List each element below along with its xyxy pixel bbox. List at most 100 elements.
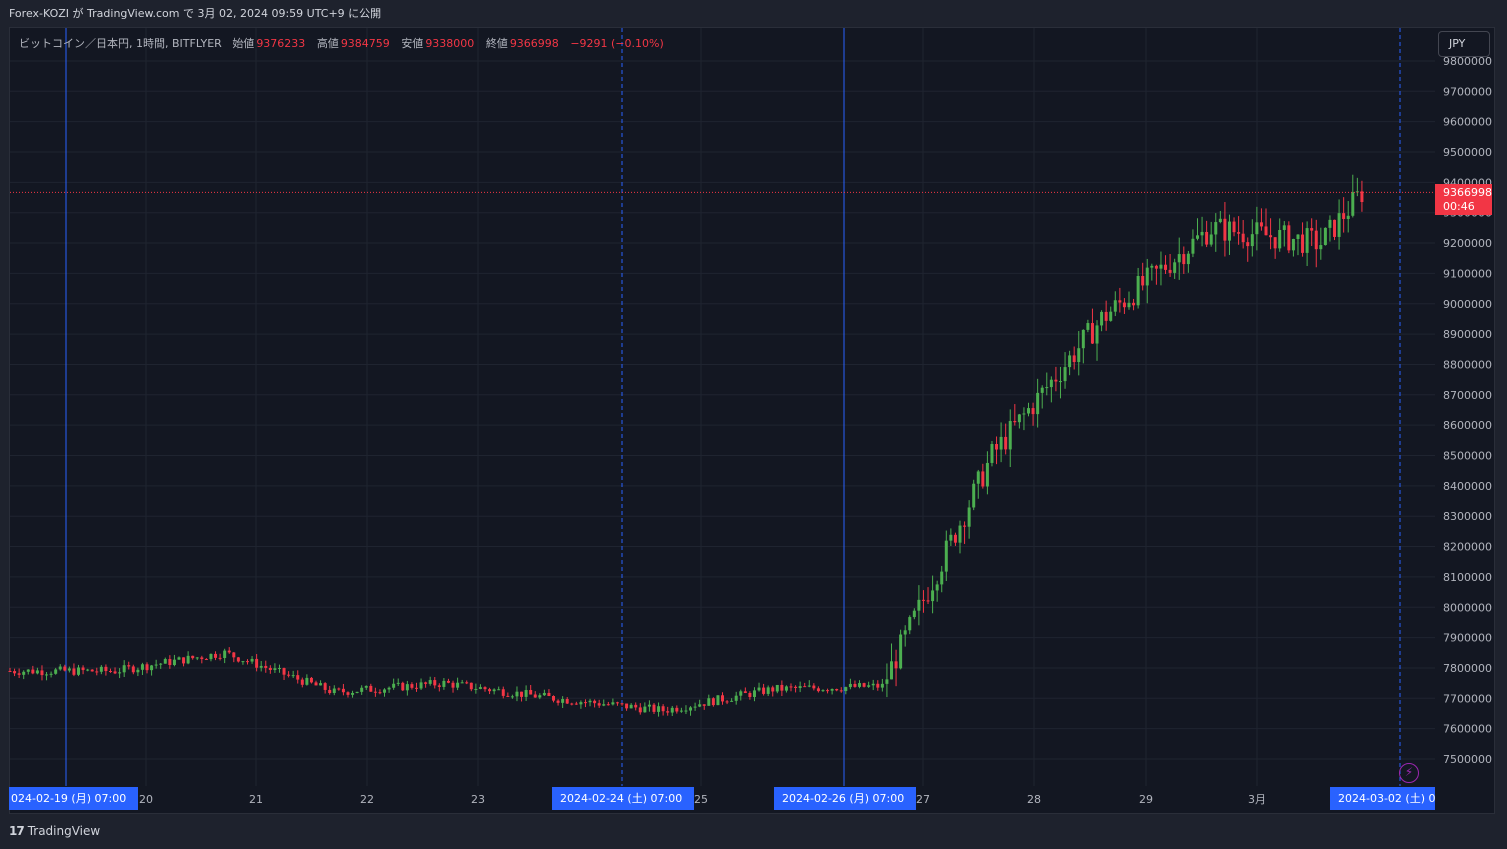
candle-body: [748, 692, 752, 697]
candle-body: [529, 690, 533, 695]
candle-body: [634, 704, 638, 708]
candle-body: [574, 703, 578, 705]
high-value: 9384759: [340, 37, 390, 50]
candle-body: [1045, 387, 1049, 389]
candle-body: [282, 668, 286, 675]
candle-body: [1008, 420, 1012, 450]
candle-body: [309, 677, 313, 683]
candle-body: [606, 704, 610, 706]
candle-body: [40, 670, 44, 676]
candle-body: [985, 462, 989, 487]
candle-body: [273, 668, 277, 670]
candle-body: [383, 689, 387, 693]
publish-header: Forex-KOZI が TradingView.com で 3月 02, 20…: [0, 0, 1507, 28]
candle-body: [515, 691, 519, 697]
candle-body: [90, 669, 94, 672]
candle-body: [871, 683, 875, 686]
candle-body: [1255, 222, 1259, 235]
candle-body: [816, 688, 820, 692]
candle-body: [730, 700, 734, 702]
time-tick-label: 28: [1027, 793, 1041, 806]
candle-body: [940, 571, 944, 585]
candle-body: [812, 685, 816, 689]
candle-body: [1346, 215, 1350, 219]
candle-body: [58, 666, 62, 670]
candle-body: [666, 711, 670, 713]
candle-body: [638, 707, 642, 713]
price-tick-label: 8800000: [1443, 358, 1492, 371]
high-label: 高値: [316, 37, 339, 50]
candle-body: [392, 683, 396, 688]
time-tag-feb19: 024-02-19 (月) 07:00: [9, 787, 138, 810]
candle-body: [1269, 235, 1273, 238]
candle-body: [1068, 355, 1072, 368]
candle-body: [944, 540, 948, 572]
candle-body: [387, 687, 391, 690]
candle-body: [1246, 242, 1250, 247]
symbol-label: ビットコイン／日本円, 1時間, BITFLYER: [19, 37, 222, 50]
candle-body: [721, 695, 724, 702]
candle-body: [351, 692, 355, 695]
candle-body: [780, 684, 784, 691]
candle-body: [1004, 436, 1008, 450]
candle-body: [698, 704, 702, 707]
candle-body: [287, 674, 291, 676]
candle-body: [497, 689, 501, 691]
candle-body: [858, 683, 862, 687]
candle-body: [364, 685, 368, 688]
candle-body: [204, 659, 208, 661]
candle-body: [401, 682, 405, 691]
candle-body: [378, 692, 382, 694]
candle-body: [369, 685, 373, 692]
candle-body: [903, 630, 907, 635]
chart-frame[interactable]: [9, 27, 1495, 814]
candle-body: [108, 671, 112, 673]
candle-body: [236, 657, 240, 662]
candle-body: [826, 690, 830, 692]
candle-body: [1196, 235, 1199, 239]
price-tick-label: 9100000: [1443, 267, 1492, 280]
candle-body: [456, 682, 460, 688]
candle-body: [1113, 300, 1117, 312]
price-tick-label: 8600000: [1443, 419, 1492, 432]
candle-body: [862, 683, 866, 687]
candle-body: [145, 664, 149, 671]
candle-body: [670, 707, 674, 713]
candle-body: [1301, 234, 1305, 253]
candle-body: [1081, 329, 1085, 349]
candle-body: [182, 657, 186, 664]
candle-body: [867, 685, 871, 687]
candle-body: [611, 702, 615, 705]
tradingview-logo[interactable]: 17 TradingView: [9, 822, 100, 840]
candle-body: [346, 692, 350, 695]
candle-body: [1218, 218, 1222, 223]
candle-body: [542, 692, 546, 696]
candle-body: [49, 673, 53, 675]
candle-body: [643, 706, 647, 713]
candle-body: [195, 657, 199, 659]
candle-body: [995, 444, 999, 450]
candle-body: [976, 471, 980, 484]
candle-body: [328, 689, 332, 694]
candle-body: [451, 682, 455, 688]
candle-body: [921, 599, 925, 601]
candle-body: [894, 661, 898, 669]
candle-body: [1237, 232, 1241, 234]
candle-body: [972, 483, 976, 508]
low-label: 安値: [401, 37, 424, 50]
candle-body: [1305, 228, 1309, 253]
price-tick-label: 9600000: [1443, 116, 1492, 129]
price-tick-label: 7500000: [1443, 753, 1492, 766]
candle-body: [77, 667, 81, 675]
currency-button[interactable]: JPY: [1438, 31, 1490, 57]
candle-body: [469, 682, 473, 690]
candle-body: [620, 703, 624, 705]
candle-body: [67, 668, 71, 671]
lightning-icon[interactable]: ⚡: [1399, 763, 1419, 783]
price-tick-label: 8000000: [1443, 601, 1492, 614]
candle-body: [478, 687, 482, 689]
candle-body: [629, 704, 633, 709]
candle-body: [757, 687, 761, 691]
candle-body: [1095, 325, 1099, 344]
